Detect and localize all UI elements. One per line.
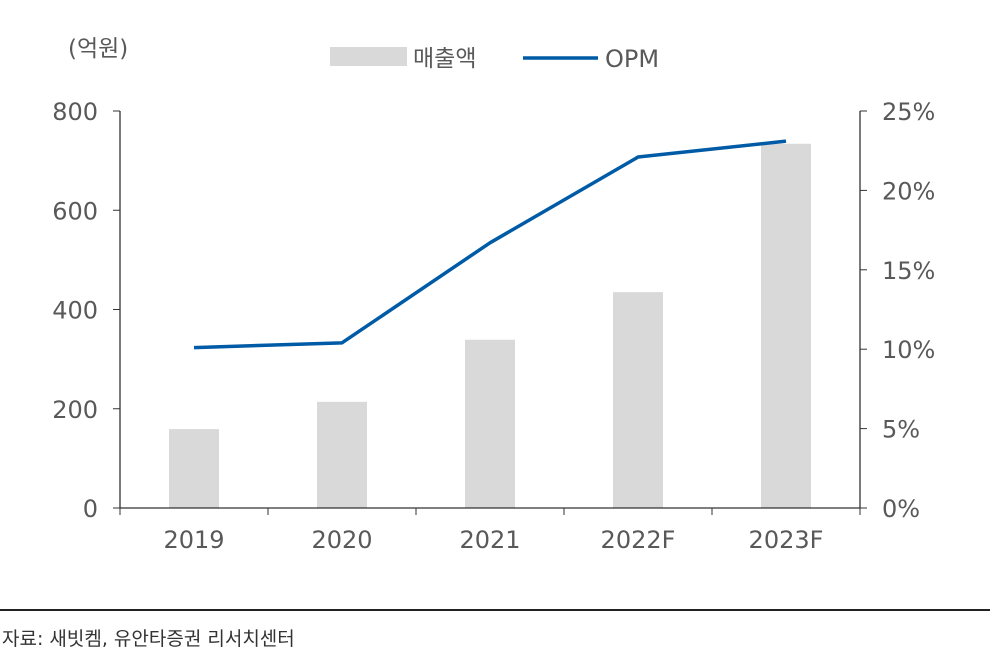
left-tick-label: 800 (52, 98, 98, 126)
x-tick-label: 2023F (749, 526, 824, 554)
left-tick-label: 400 (52, 297, 98, 325)
x-tick-label: 2020 (311, 526, 372, 554)
x-tick-label: 2019 (163, 526, 224, 554)
opm-line (193, 139, 787, 350)
source-note: 자료: 새빗켐, 유안타증권 리서치센터 (2, 628, 295, 650)
right-tick-label: 25% (882, 98, 935, 126)
legend-label-opm: OPM (605, 45, 659, 73)
left-tick-label: 0 (83, 495, 98, 523)
bar-2021 (465, 339, 515, 508)
left-tick-label: 600 (52, 197, 98, 225)
legend-label-sales: 매출액 (413, 46, 476, 72)
right-tick-label: 0% (882, 495, 920, 523)
right-tick-label: 5% (882, 416, 920, 444)
legend-swatch-sales (330, 47, 407, 66)
left-tick-label: 200 (52, 396, 98, 424)
chart: 0 200 400 600 800 0% 5% 10% 15% 20% 25% 2019 2020 202… (52, 36, 935, 554)
bar-2022F (613, 292, 663, 508)
right-tick-label: 20% (882, 177, 935, 205)
footer-divider (0, 609, 990, 611)
x-tick-label: 2022F (601, 526, 676, 554)
bar-2019 (169, 429, 219, 508)
bar-2020 (317, 401, 367, 508)
x-tick-label: 2021 (459, 526, 520, 554)
y-axis-label: (억원) (68, 36, 128, 62)
right-tick-label: 10% (882, 336, 935, 364)
right-tick-label: 15% (882, 257, 935, 285)
bar-2023F (761, 143, 811, 508)
